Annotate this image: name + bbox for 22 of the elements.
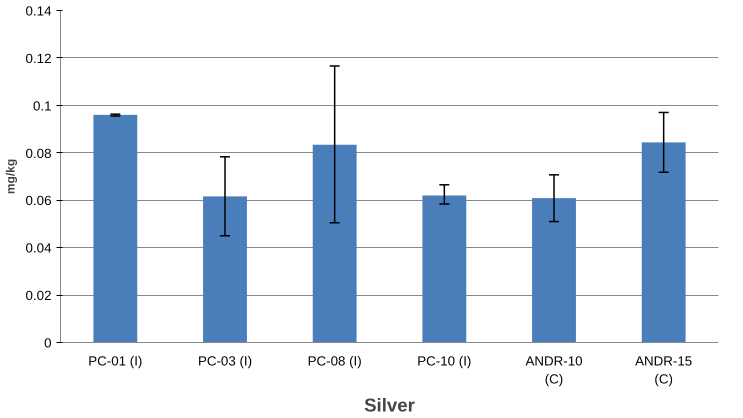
y-tick-label: 0.06 — [26, 193, 52, 208]
x-tick-label: PC-10 (I) — [417, 354, 472, 368]
x-tick-label: PC-01 (I) — [88, 354, 142, 368]
y-tick-label: 0.02 — [26, 288, 52, 304]
bar — [312, 144, 357, 342]
bar — [93, 114, 138, 342]
bar — [422, 195, 466, 342]
x-axis-title: Silver — [364, 394, 415, 416]
x-tick-label: PC-03 (I) — [198, 354, 252, 368]
y-axis-title: mg/kg — [4, 158, 18, 194]
y-tick-label: 0.04 — [26, 240, 52, 256]
y-tick-label: 0.12 — [26, 50, 52, 66]
y-tick-label: 0.1 — [32, 98, 52, 114]
y-tick-label: 0.14 — [26, 4, 52, 18]
y-tick-label: 0.08 — [26, 146, 52, 161]
bar — [203, 196, 247, 342]
bar — [642, 142, 686, 342]
bar — [532, 198, 576, 342]
x-tick-label: ANDR-15 (C) — [635, 354, 692, 386]
x-tick-label: ANDR-10 (C) — [525, 354, 583, 386]
y-tick-label: 0 — [44, 336, 52, 350]
x-tick-label: PC-08 (I) — [308, 354, 362, 368]
